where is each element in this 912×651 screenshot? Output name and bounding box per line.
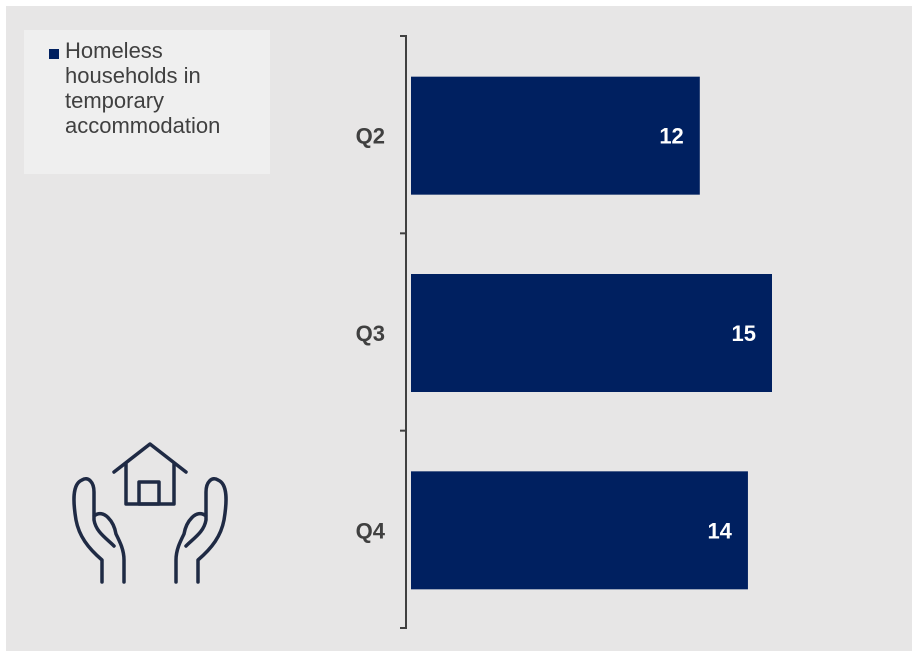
value-labels: 12 15 14 [659,124,756,544]
hands-holding-house-icon [72,442,228,584]
legend-label: Homeless households in temporary accommo… [65,38,221,138]
value-label-q2: 12 [659,124,683,149]
legend-swatch [49,49,59,59]
legend: Homeless households in temporary accommo… [24,30,270,174]
category-labels: Q2 Q3 Q4 [356,124,386,544]
category-label-q4: Q4 [356,518,386,543]
value-label-q4: 14 [707,518,732,543]
bar-q4 [411,471,748,590]
category-label-q3: Q3 [356,321,385,346]
category-label-q2: Q2 [356,124,385,149]
bar-q2 [411,76,700,195]
axis-ticks [400,35,407,629]
bars-group [411,76,772,590]
value-label-q3: 15 [732,321,756,346]
bar-q3 [411,274,772,392]
